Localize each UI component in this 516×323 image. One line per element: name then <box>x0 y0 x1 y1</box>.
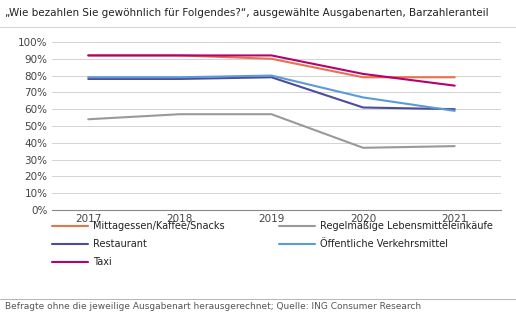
Text: Öffentliche Verkehrsmittel: Öffentliche Verkehrsmittel <box>320 239 448 249</box>
Text: Restaurant: Restaurant <box>93 239 147 249</box>
Text: „Wie bezahlen Sie gewöhnlich für Folgendes?“, ausgewählte Ausgabenarten, Barzahl: „Wie bezahlen Sie gewöhnlich für Folgend… <box>5 8 489 18</box>
Text: Taxi: Taxi <box>93 257 111 266</box>
Text: Regelmäßige Lebensmitteleinkäufe: Regelmäßige Lebensmitteleinkäufe <box>320 221 493 231</box>
Text: Mittagessen/Kaffee/Snacks: Mittagessen/Kaffee/Snacks <box>93 221 224 231</box>
Text: Befragte ohne die jeweilige Ausgabenart herausgerechnet; Quelle: ING Consumer Re: Befragte ohne die jeweilige Ausgabenart … <box>5 302 421 311</box>
